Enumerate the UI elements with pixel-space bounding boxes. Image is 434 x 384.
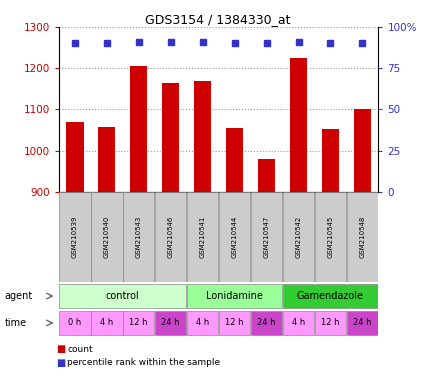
Text: control: control <box>105 291 139 301</box>
Bar <box>353 109 370 192</box>
Text: 0 h: 0 h <box>68 318 81 328</box>
Text: 12 h: 12 h <box>225 318 243 328</box>
Text: percentile rank within the sample: percentile rank within the sample <box>67 358 220 367</box>
Text: GSM210540: GSM210540 <box>103 216 109 258</box>
Bar <box>155 192 186 282</box>
Bar <box>225 128 243 192</box>
Text: 24 h: 24 h <box>161 318 180 328</box>
Text: GSM210539: GSM210539 <box>72 216 78 258</box>
Bar <box>250 311 282 335</box>
Bar <box>218 192 250 282</box>
Bar <box>194 81 211 192</box>
Text: GSM210546: GSM210546 <box>167 216 173 258</box>
Text: 24 h: 24 h <box>352 318 371 328</box>
Bar <box>250 192 282 282</box>
Text: 4 h: 4 h <box>196 318 209 328</box>
Bar <box>59 311 90 335</box>
Bar <box>66 122 83 192</box>
Text: GDS3154 / 1384330_at: GDS3154 / 1384330_at <box>145 13 289 26</box>
Text: time: time <box>4 318 26 328</box>
Text: GSM210543: GSM210543 <box>135 216 141 258</box>
Bar <box>346 311 378 335</box>
Text: ■: ■ <box>56 344 66 354</box>
Text: GSM210548: GSM210548 <box>358 216 365 258</box>
Bar <box>257 159 275 192</box>
Bar <box>282 311 314 335</box>
Bar <box>314 311 345 335</box>
Text: Lonidamine: Lonidamine <box>206 291 263 301</box>
Bar <box>218 311 250 335</box>
Bar <box>59 192 90 282</box>
Text: 4 h: 4 h <box>100 318 113 328</box>
Text: 12 h: 12 h <box>320 318 339 328</box>
Text: GSM210544: GSM210544 <box>231 216 237 258</box>
Bar <box>155 311 186 335</box>
Bar <box>346 192 378 282</box>
Bar <box>282 284 378 308</box>
Bar <box>161 83 179 192</box>
Text: GSM210541: GSM210541 <box>199 216 205 258</box>
Bar <box>289 58 306 192</box>
Text: GSM210545: GSM210545 <box>327 216 333 258</box>
Text: 4 h: 4 h <box>291 318 304 328</box>
Bar <box>321 129 339 192</box>
Bar <box>186 311 218 335</box>
Text: count: count <box>67 345 93 354</box>
Text: 12 h: 12 h <box>129 318 148 328</box>
Text: GSM210542: GSM210542 <box>295 216 301 258</box>
Bar <box>122 311 154 335</box>
Bar <box>314 192 345 282</box>
Bar <box>91 311 122 335</box>
Bar <box>186 284 282 308</box>
Bar <box>186 192 218 282</box>
Bar <box>122 192 154 282</box>
Bar <box>98 127 115 192</box>
Text: 24 h: 24 h <box>256 318 275 328</box>
Bar <box>91 192 122 282</box>
Text: agent: agent <box>4 291 33 301</box>
Bar <box>282 192 314 282</box>
Bar <box>130 66 147 192</box>
Bar <box>59 284 186 308</box>
Text: GSM210547: GSM210547 <box>263 216 269 258</box>
Text: Gamendazole: Gamendazole <box>296 291 363 301</box>
Text: ■: ■ <box>56 358 66 368</box>
